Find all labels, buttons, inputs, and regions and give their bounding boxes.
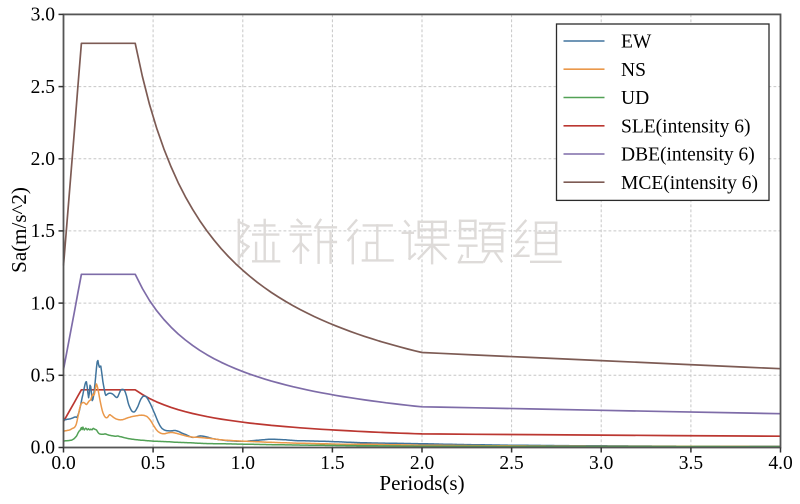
svg-text:DBE(intensity 6): DBE(intensity 6) [621, 145, 755, 166]
svg-text:0.0: 0.0 [51, 453, 75, 474]
svg-text:Periods(s): Periods(s) [379, 471, 464, 495]
svg-text:3.5: 3.5 [679, 453, 703, 474]
svg-text:0.5: 0.5 [141, 453, 165, 474]
svg-text:2.5: 2.5 [31, 77, 55, 98]
svg-text:0.0: 0.0 [31, 438, 55, 459]
svg-text:1.5: 1.5 [320, 453, 344, 474]
svg-text:NS: NS [621, 60, 646, 81]
svg-text:2.0: 2.0 [410, 453, 434, 474]
svg-text:1.0: 1.0 [31, 293, 55, 314]
svg-text:0.5: 0.5 [31, 366, 55, 387]
svg-text:4.0: 4.0 [768, 453, 792, 474]
svg-text:Sa(m/s^2): Sa(m/s^2) [7, 187, 31, 273]
svg-text:SLE(intensity 6): SLE(intensity 6) [621, 116, 750, 137]
svg-text:EW: EW [621, 32, 652, 53]
svg-text:2.5: 2.5 [499, 453, 523, 474]
svg-text:1.5: 1.5 [31, 221, 55, 242]
svg-text:MCE(intensity 6): MCE(intensity 6) [621, 173, 758, 194]
svg-text:2.0: 2.0 [31, 149, 55, 170]
svg-text:UD: UD [621, 88, 649, 109]
svg-text:1.0: 1.0 [231, 453, 255, 474]
svg-text:3.0: 3.0 [31, 5, 55, 26]
svg-text:3.0: 3.0 [589, 453, 613, 474]
